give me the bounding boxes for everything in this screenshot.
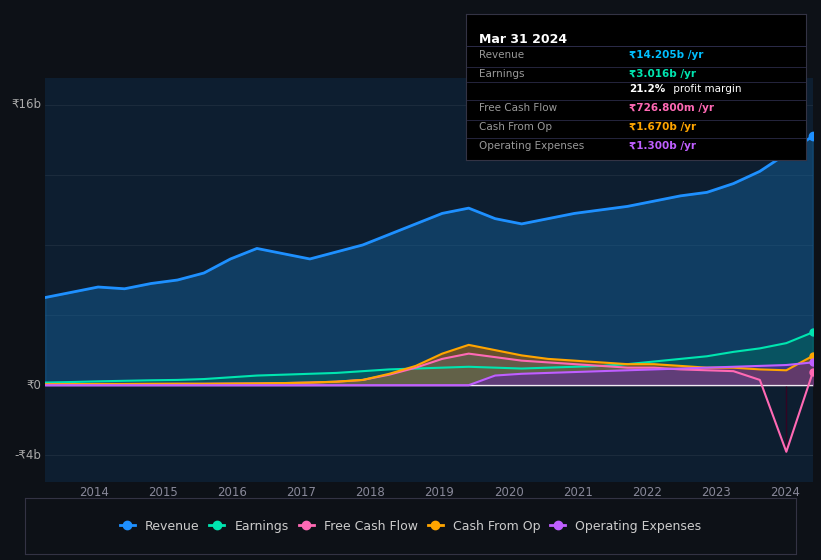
Text: Free Cash Flow: Free Cash Flow (479, 103, 557, 113)
Text: profit margin: profit margin (670, 84, 741, 94)
Text: Cash From Op: Cash From Op (479, 122, 553, 132)
Text: -₹4b: -₹4b (15, 449, 41, 462)
Text: Mar 31 2024: Mar 31 2024 (479, 33, 567, 46)
Text: ₹0: ₹0 (26, 379, 41, 391)
Text: ₹16b: ₹16b (11, 98, 41, 111)
Legend: Revenue, Earnings, Free Cash Flow, Cash From Op, Operating Expenses: Revenue, Earnings, Free Cash Flow, Cash … (115, 515, 706, 538)
Text: Operating Expenses: Operating Expenses (479, 141, 585, 151)
Text: ₹1.670b /yr: ₹1.670b /yr (629, 122, 696, 132)
Text: ₹14.205b /yr: ₹14.205b /yr (629, 50, 704, 60)
Text: ₹3.016b /yr: ₹3.016b /yr (629, 69, 696, 80)
Text: 21.2%: 21.2% (629, 84, 665, 94)
Text: ₹726.800m /yr: ₹726.800m /yr (629, 103, 714, 113)
Text: Earnings: Earnings (479, 69, 525, 80)
Text: ₹1.300b /yr: ₹1.300b /yr (629, 141, 696, 151)
Text: Revenue: Revenue (479, 50, 525, 60)
